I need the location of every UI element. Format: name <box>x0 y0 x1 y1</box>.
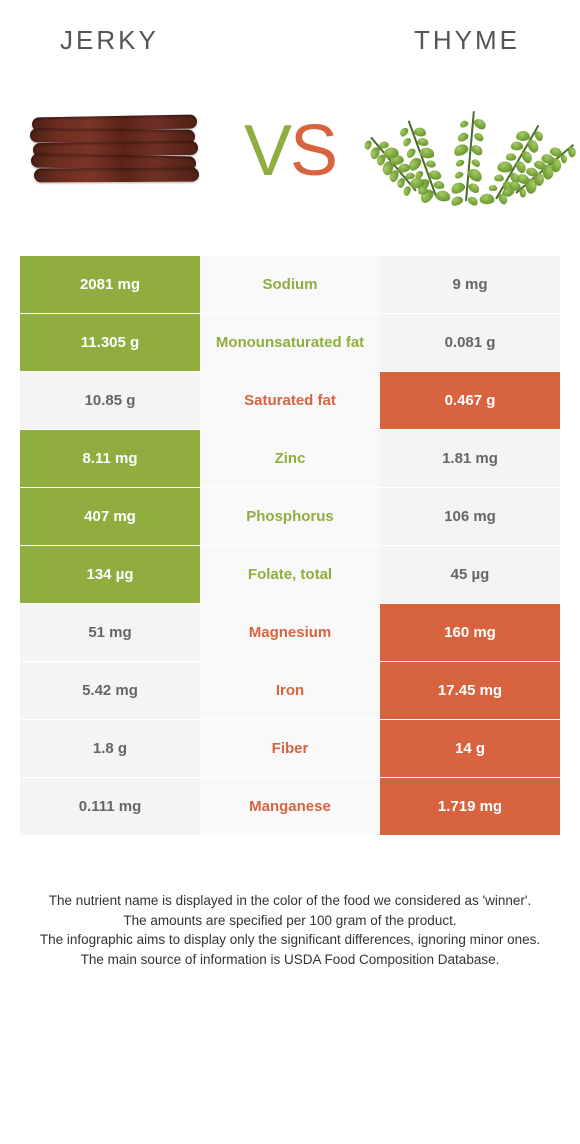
right-value: 9 mg <box>380 256 560 313</box>
footer-line: The infographic aims to display only the… <box>30 930 550 950</box>
table-row: 407 mgPhosphorus106 mg <box>20 488 560 546</box>
right-value: 1.81 mg <box>380 430 560 487</box>
footer-line: The amounts are specified per 100 gram o… <box>30 911 550 931</box>
right-value: 0.081 g <box>380 314 560 371</box>
left-value: 51 mg <box>20 604 200 661</box>
table-row: 134 µgFolate, total45 µg <box>20 546 560 604</box>
right-value: 0.467 g <box>380 372 560 429</box>
header: Jerky Thyme <box>0 0 580 66</box>
nutrient-label: Magnesium <box>200 604 380 661</box>
right-value: 106 mg <box>380 488 560 545</box>
comparison-table: 2081 mgSodium9 mg11.305 gMonounsaturated… <box>20 256 560 836</box>
table-row: 51 mgMagnesium160 mg <box>20 604 560 662</box>
table-row: 8.11 mgZinc1.81 mg <box>20 430 560 488</box>
left-value: 2081 mg <box>20 256 200 313</box>
vs-s: S <box>290 110 336 192</box>
nutrient-label: Sodium <box>200 256 380 313</box>
left-value: 0.111 mg <box>20 778 200 835</box>
thyme-image <box>380 91 550 211</box>
jerky-image <box>30 91 200 211</box>
nutrient-label: Iron <box>200 662 380 719</box>
table-row: 0.111 mgManganese1.719 mg <box>20 778 560 836</box>
table-row: 1.8 gFiber14 g <box>20 720 560 778</box>
right-value: 1.719 mg <box>380 778 560 835</box>
left-value: 10.85 g <box>20 372 200 429</box>
vs-label: VS <box>244 110 336 192</box>
nutrient-label: Monounsaturated fat <box>200 314 380 371</box>
nutrient-label: Manganese <box>200 778 380 835</box>
table-row: 10.85 gSaturated fat0.467 g <box>20 372 560 430</box>
right-food-title: Thyme <box>414 25 520 56</box>
left-value: 134 µg <box>20 546 200 603</box>
footer-line: The main source of information is USDA F… <box>30 950 550 970</box>
footer-line: The nutrient name is displayed in the co… <box>30 891 550 911</box>
right-value: 160 mg <box>380 604 560 661</box>
left-value: 11.305 g <box>20 314 200 371</box>
table-row: 2081 mgSodium9 mg <box>20 256 560 314</box>
vs-v: V <box>244 110 290 192</box>
nutrient-label: Zinc <box>200 430 380 487</box>
nutrient-label: Phosphorus <box>200 488 380 545</box>
left-value: 5.42 mg <box>20 662 200 719</box>
left-value: 407 mg <box>20 488 200 545</box>
nutrient-label: Saturated fat <box>200 372 380 429</box>
right-value: 14 g <box>380 720 560 777</box>
table-row: 5.42 mgIron17.45 mg <box>20 662 560 720</box>
right-value: 45 µg <box>380 546 560 603</box>
left-value: 1.8 g <box>20 720 200 777</box>
hero-row: VS <box>0 66 580 246</box>
right-value: 17.45 mg <box>380 662 560 719</box>
nutrient-label: Folate, total <box>200 546 380 603</box>
left-value: 8.11 mg <box>20 430 200 487</box>
nutrient-label: Fiber <box>200 720 380 777</box>
footer-notes: The nutrient name is displayed in the co… <box>30 891 550 969</box>
table-row: 11.305 gMonounsaturated fat0.081 g <box>20 314 560 372</box>
left-food-title: Jerky <box>60 25 159 56</box>
